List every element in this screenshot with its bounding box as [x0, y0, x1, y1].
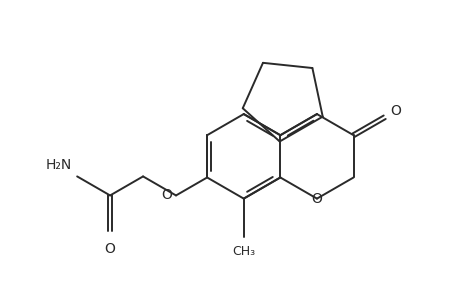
Text: H₂N: H₂N — [45, 158, 72, 172]
Text: O: O — [105, 242, 115, 256]
Text: O: O — [161, 188, 171, 203]
Text: CH₃: CH₃ — [232, 245, 255, 258]
Text: O: O — [389, 104, 400, 118]
Text: O: O — [311, 192, 322, 206]
